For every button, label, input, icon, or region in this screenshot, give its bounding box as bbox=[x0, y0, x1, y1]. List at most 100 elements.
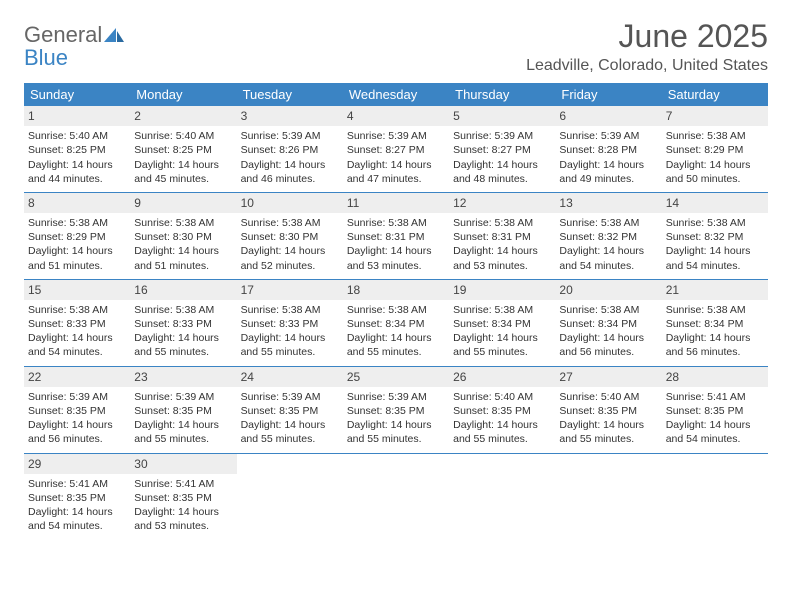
daylight-text: Daylight: 14 hours and 55 minutes. bbox=[134, 418, 232, 446]
title-block: June 2025 Leadville, Colorado, United St… bbox=[526, 18, 768, 75]
day-number: 23 bbox=[130, 367, 236, 387]
logo: General Blue bbox=[24, 18, 126, 70]
sunset-text: Sunset: 8:35 PM bbox=[134, 491, 232, 505]
logo-word-general: General bbox=[24, 22, 102, 47]
sunrise-text: Sunrise: 5:41 AM bbox=[28, 477, 126, 491]
sunrise-text: Sunrise: 5:38 AM bbox=[666, 303, 764, 317]
daycell-empty bbox=[555, 454, 661, 540]
sunset-text: Sunset: 8:30 PM bbox=[134, 230, 232, 244]
daylight-text: Daylight: 14 hours and 55 minutes. bbox=[241, 331, 339, 359]
sunrise-text: Sunrise: 5:39 AM bbox=[28, 390, 126, 404]
dayheader-tuesday: Tuesday bbox=[237, 83, 343, 106]
daycell: 9Sunrise: 5:38 AMSunset: 8:30 PMDaylight… bbox=[130, 193, 236, 279]
sunset-text: Sunset: 8:33 PM bbox=[28, 317, 126, 331]
dayheader-wednesday: Wednesday bbox=[343, 83, 449, 106]
day-number: 14 bbox=[662, 193, 768, 213]
daycell-empty bbox=[449, 454, 555, 540]
logo-word-blue: Blue bbox=[24, 45, 68, 70]
day-number: 30 bbox=[130, 454, 236, 474]
dayheader-friday: Friday bbox=[555, 83, 661, 106]
daycell: 7Sunrise: 5:38 AMSunset: 8:29 PMDaylight… bbox=[662, 106, 768, 192]
sunset-text: Sunset: 8:25 PM bbox=[134, 143, 232, 157]
day-number: 7 bbox=[662, 106, 768, 126]
sunset-text: Sunset: 8:29 PM bbox=[666, 143, 764, 157]
daycell: 27Sunrise: 5:40 AMSunset: 8:35 PMDayligh… bbox=[555, 367, 661, 453]
daylight-text: Daylight: 14 hours and 51 minutes. bbox=[28, 244, 126, 272]
day-number: 15 bbox=[24, 280, 130, 300]
day-number: 21 bbox=[662, 280, 768, 300]
daycell: 8Sunrise: 5:38 AMSunset: 8:29 PMDaylight… bbox=[24, 193, 130, 279]
sunset-text: Sunset: 8:35 PM bbox=[134, 404, 232, 418]
week-row: 1Sunrise: 5:40 AMSunset: 8:25 PMDaylight… bbox=[24, 106, 768, 192]
sunset-text: Sunset: 8:27 PM bbox=[347, 143, 445, 157]
sunrise-text: Sunrise: 5:38 AM bbox=[453, 216, 551, 230]
daylight-text: Daylight: 14 hours and 49 minutes. bbox=[559, 158, 657, 186]
daycell-empty bbox=[343, 454, 449, 540]
daylight-text: Daylight: 14 hours and 54 minutes. bbox=[559, 244, 657, 272]
day-number: 18 bbox=[343, 280, 449, 300]
daycell: 20Sunrise: 5:38 AMSunset: 8:34 PMDayligh… bbox=[555, 280, 661, 366]
daylight-text: Daylight: 14 hours and 52 minutes. bbox=[241, 244, 339, 272]
sunrise-text: Sunrise: 5:39 AM bbox=[241, 129, 339, 143]
sunset-text: Sunset: 8:34 PM bbox=[453, 317, 551, 331]
daylight-text: Daylight: 14 hours and 56 minutes. bbox=[559, 331, 657, 359]
logo-sail-icon bbox=[104, 26, 126, 42]
daylight-text: Daylight: 14 hours and 55 minutes. bbox=[453, 418, 551, 446]
sunrise-text: Sunrise: 5:38 AM bbox=[347, 216, 445, 230]
sunrise-text: Sunrise: 5:40 AM bbox=[134, 129, 232, 143]
sunset-text: Sunset: 8:35 PM bbox=[453, 404, 551, 418]
week-row: 8Sunrise: 5:38 AMSunset: 8:29 PMDaylight… bbox=[24, 192, 768, 279]
sunset-text: Sunset: 8:25 PM bbox=[28, 143, 126, 157]
day-number: 12 bbox=[449, 193, 555, 213]
daylight-text: Daylight: 14 hours and 53 minutes. bbox=[347, 244, 445, 272]
sunrise-text: Sunrise: 5:41 AM bbox=[666, 390, 764, 404]
daylight-text: Daylight: 14 hours and 54 minutes. bbox=[28, 505, 126, 533]
sunset-text: Sunset: 8:35 PM bbox=[559, 404, 657, 418]
daycell: 30Sunrise: 5:41 AMSunset: 8:35 PMDayligh… bbox=[130, 454, 236, 540]
daylight-text: Daylight: 14 hours and 55 minutes. bbox=[559, 418, 657, 446]
sunrise-text: Sunrise: 5:38 AM bbox=[241, 303, 339, 317]
sunrise-text: Sunrise: 5:38 AM bbox=[134, 216, 232, 230]
sunrise-text: Sunrise: 5:39 AM bbox=[559, 129, 657, 143]
sunset-text: Sunset: 8:32 PM bbox=[666, 230, 764, 244]
sunset-text: Sunset: 8:35 PM bbox=[347, 404, 445, 418]
daylight-text: Daylight: 14 hours and 56 minutes. bbox=[666, 331, 764, 359]
daycell: 18Sunrise: 5:38 AMSunset: 8:34 PMDayligh… bbox=[343, 280, 449, 366]
day-number: 8 bbox=[24, 193, 130, 213]
daycell: 25Sunrise: 5:39 AMSunset: 8:35 PMDayligh… bbox=[343, 367, 449, 453]
sunset-text: Sunset: 8:30 PM bbox=[241, 230, 339, 244]
daycell: 2Sunrise: 5:40 AMSunset: 8:25 PMDaylight… bbox=[130, 106, 236, 192]
daycell: 28Sunrise: 5:41 AMSunset: 8:35 PMDayligh… bbox=[662, 367, 768, 453]
sunset-text: Sunset: 8:35 PM bbox=[28, 491, 126, 505]
day-number: 10 bbox=[237, 193, 343, 213]
sunrise-text: Sunrise: 5:38 AM bbox=[453, 303, 551, 317]
day-number: 17 bbox=[237, 280, 343, 300]
daycell: 29Sunrise: 5:41 AMSunset: 8:35 PMDayligh… bbox=[24, 454, 130, 540]
sunset-text: Sunset: 8:34 PM bbox=[559, 317, 657, 331]
daycell: 26Sunrise: 5:40 AMSunset: 8:35 PMDayligh… bbox=[449, 367, 555, 453]
daylight-text: Daylight: 14 hours and 46 minutes. bbox=[241, 158, 339, 186]
day-number: 1 bbox=[24, 106, 130, 126]
daycell-empty bbox=[662, 454, 768, 540]
day-number: 9 bbox=[130, 193, 236, 213]
sunrise-text: Sunrise: 5:39 AM bbox=[347, 129, 445, 143]
sunset-text: Sunset: 8:31 PM bbox=[347, 230, 445, 244]
sunrise-text: Sunrise: 5:39 AM bbox=[241, 390, 339, 404]
daylight-text: Daylight: 14 hours and 55 minutes. bbox=[134, 331, 232, 359]
calendar: SundayMondayTuesdayWednesdayThursdayFrid… bbox=[24, 83, 768, 539]
daycell: 12Sunrise: 5:38 AMSunset: 8:31 PMDayligh… bbox=[449, 193, 555, 279]
daylight-text: Daylight: 14 hours and 55 minutes. bbox=[347, 418, 445, 446]
week-row: 29Sunrise: 5:41 AMSunset: 8:35 PMDayligh… bbox=[24, 453, 768, 540]
sunset-text: Sunset: 8:31 PM bbox=[453, 230, 551, 244]
sunrise-text: Sunrise: 5:39 AM bbox=[134, 390, 232, 404]
sunset-text: Sunset: 8:28 PM bbox=[559, 143, 657, 157]
header: General Blue June 2025 Leadville, Colora… bbox=[24, 18, 768, 75]
daylight-text: Daylight: 14 hours and 55 minutes. bbox=[347, 331, 445, 359]
daycell: 5Sunrise: 5:39 AMSunset: 8:27 PMDaylight… bbox=[449, 106, 555, 192]
month-title: June 2025 bbox=[526, 18, 768, 55]
sunrise-text: Sunrise: 5:38 AM bbox=[559, 303, 657, 317]
daylight-text: Daylight: 14 hours and 45 minutes. bbox=[134, 158, 232, 186]
sunset-text: Sunset: 8:33 PM bbox=[241, 317, 339, 331]
day-number: 22 bbox=[24, 367, 130, 387]
day-number: 11 bbox=[343, 193, 449, 213]
